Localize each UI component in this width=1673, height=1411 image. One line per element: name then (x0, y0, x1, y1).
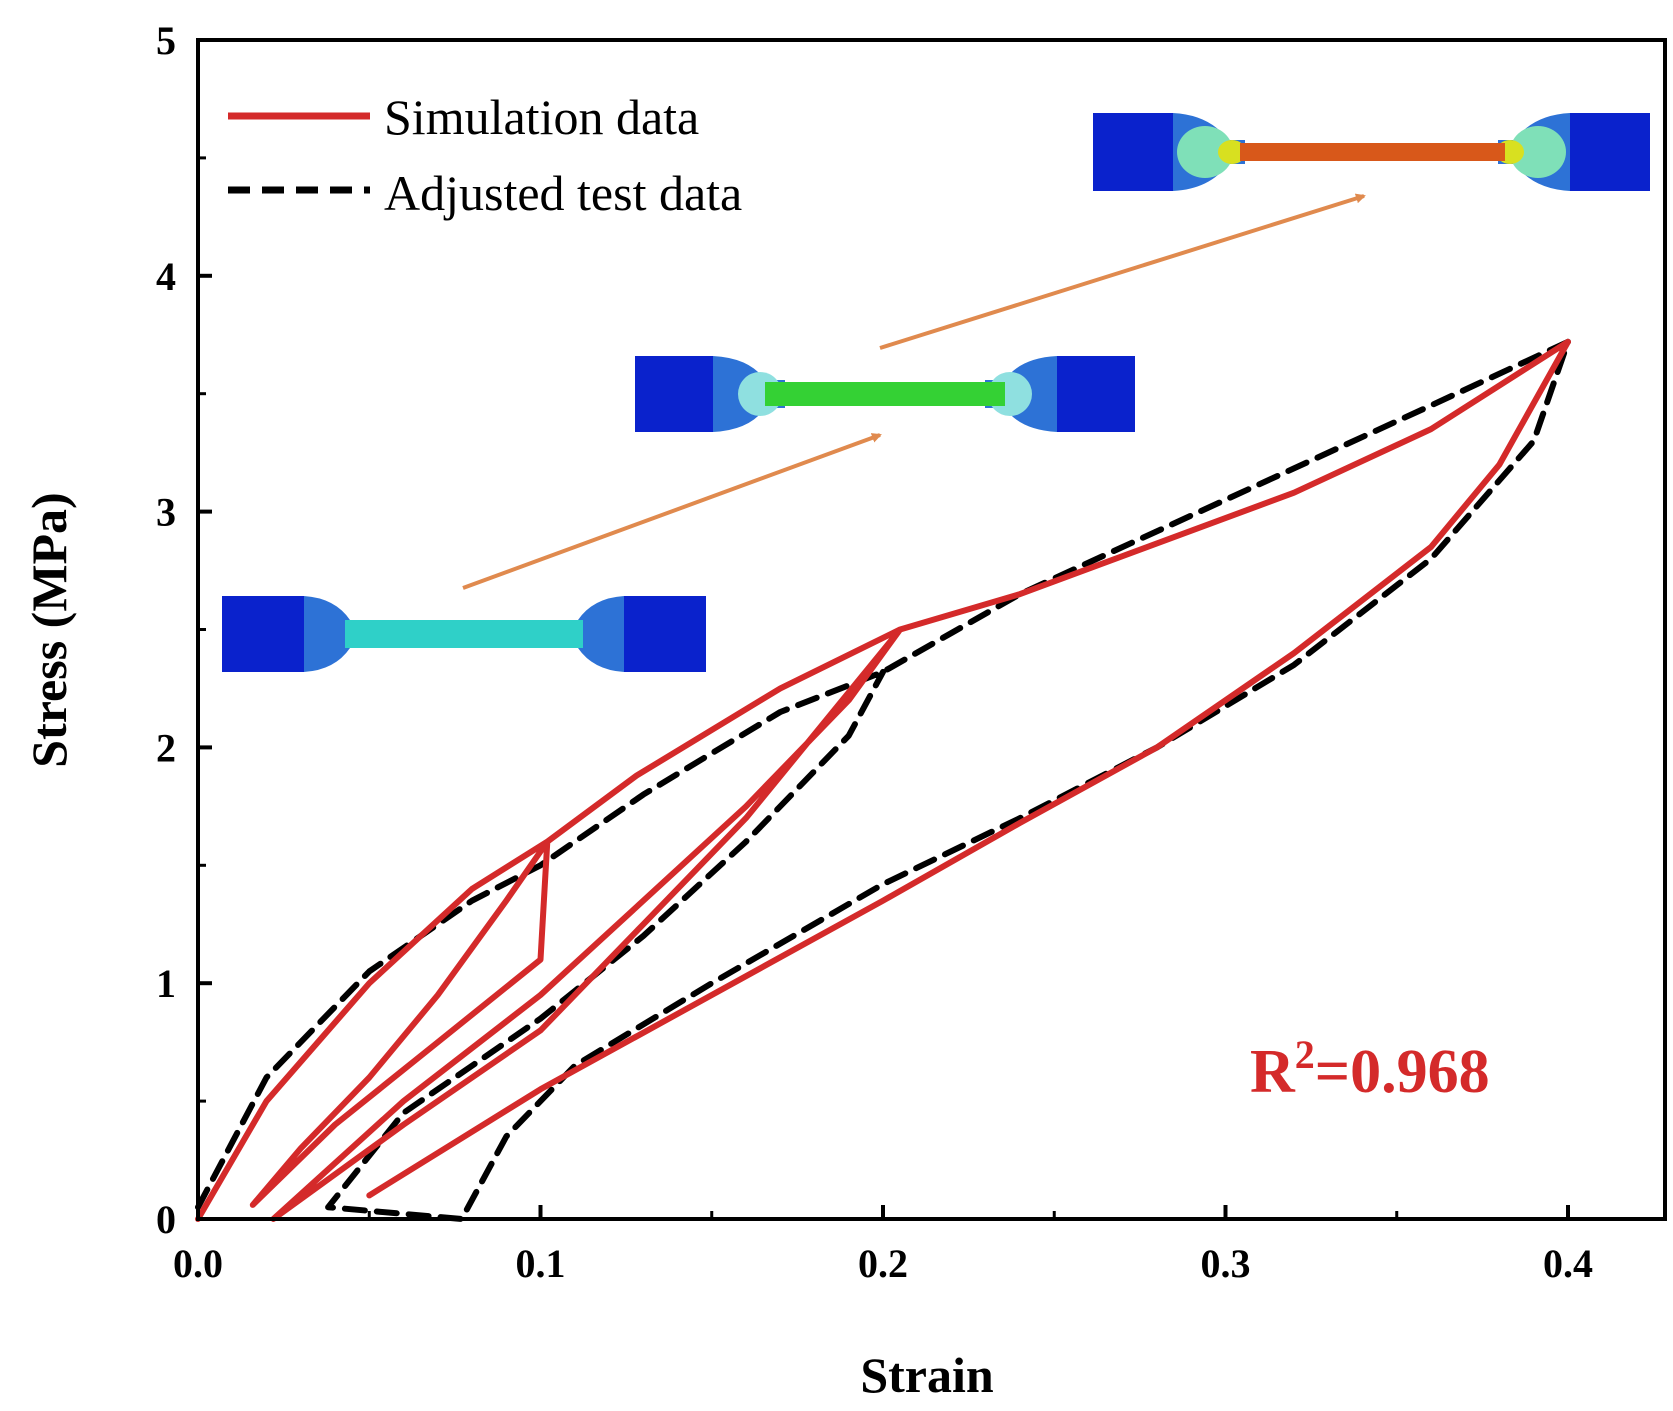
legend-simulation-label: Simulation data (384, 89, 699, 145)
y-tick-label: 2 (156, 725, 176, 770)
series-layer (195, 338, 1571, 1222)
y-tick-label: 0 (156, 1197, 176, 1242)
y-tick-label: 5 (156, 18, 176, 63)
specimen-insets (222, 113, 1650, 672)
x-tick-label: 0.3 (1201, 1241, 1251, 1286)
series-simulation-line (195, 338, 1571, 1222)
specimen-inset-mid-strain (635, 356, 1135, 432)
x-tick-label: 0.4 (1543, 1241, 1593, 1286)
series-adjusted-test-line (195, 338, 1571, 1222)
progression-arrow (462, 433, 882, 590)
r-squared-letter: R (1250, 1038, 1296, 1106)
specimen-inset-low-strain (222, 596, 706, 672)
r-squared-annotation: R2=0.968 (1250, 1032, 1490, 1106)
r-squared-superscript: 2 (1295, 1032, 1315, 1077)
y-axis-title: Stress (MPa) (21, 492, 77, 767)
x-axis-title: Strain (860, 1347, 994, 1403)
x-tick-label: 0.2 (858, 1241, 908, 1286)
specimen-inset-high-strain (1093, 113, 1650, 191)
axes: 0.0 0.1 0.2 0.3 0.4 0 1 2 3 4 5 (156, 18, 1667, 1286)
y-tick-label: 4 (156, 254, 176, 299)
legend-test-label: Adjusted test data (384, 165, 742, 221)
progression-arrows (462, 193, 1366, 590)
y-axis-ticks: 0 1 2 3 4 5 (156, 18, 212, 1242)
progression-arrow (879, 193, 1366, 350)
legend: Simulation data Adjusted test data (228, 89, 742, 221)
y-tick-label: 1 (156, 961, 176, 1006)
x-tick-label: 0.1 (516, 1241, 566, 1286)
x-axis-ticks: 0.0 0.1 0.2 0.3 0.4 (173, 1205, 1593, 1286)
x-tick-label: 0.0 (173, 1241, 223, 1286)
r-squared-value: =0.968 (1315, 1038, 1490, 1106)
y-tick-label: 3 (156, 490, 176, 535)
